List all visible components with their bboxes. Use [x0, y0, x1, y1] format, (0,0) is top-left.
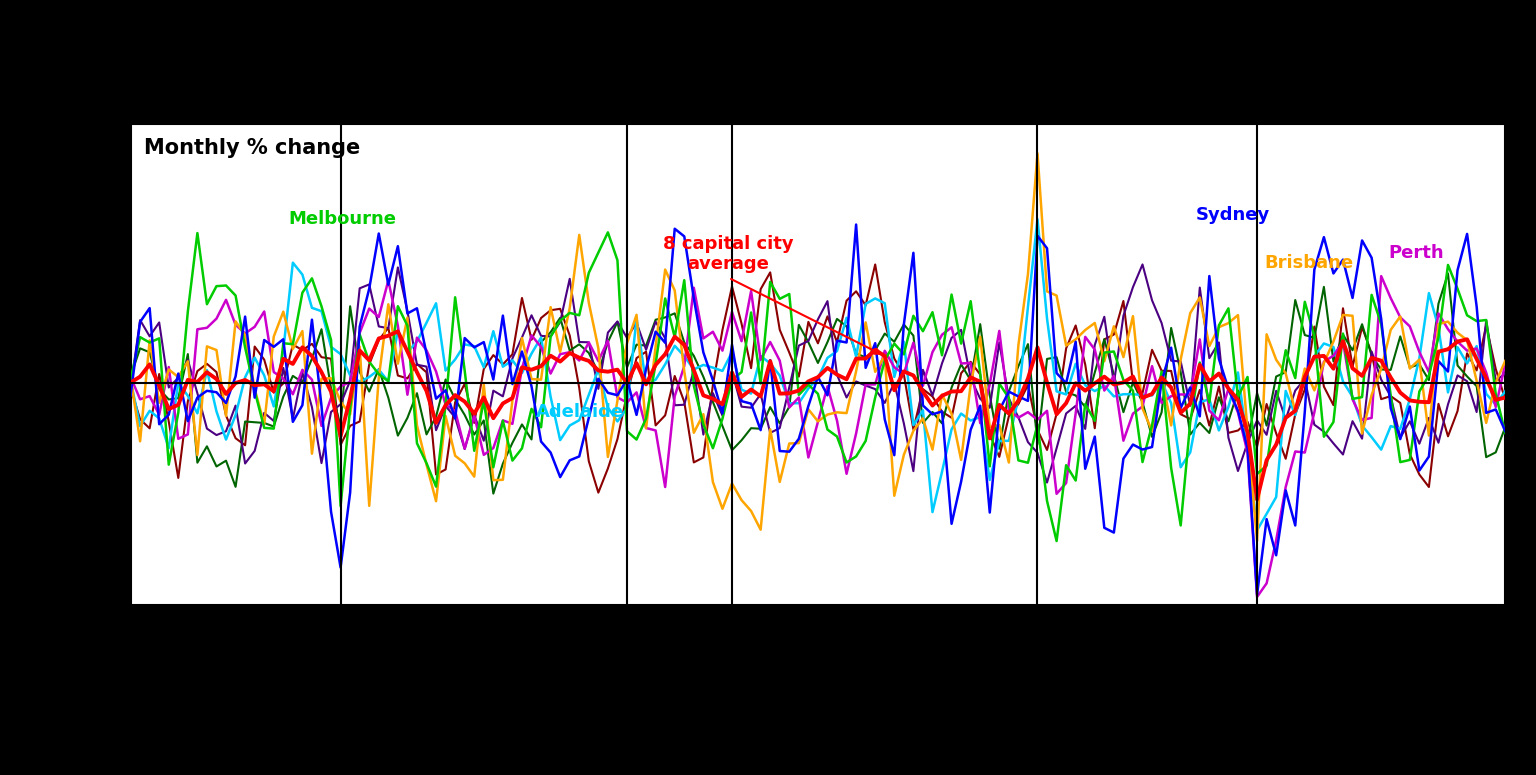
Text: Macro pru
tightening: Macro pru tightening — [687, 612, 777, 645]
Text: First rate
hike: First rate hike — [301, 612, 381, 645]
Text: Brisbane: Brisbane — [1264, 253, 1353, 272]
Text: Perth: Perth — [1389, 244, 1444, 262]
Text: Adelaide: Adelaide — [536, 403, 624, 421]
Text: Macro pru
tightening: Macro pru tightening — [582, 612, 671, 645]
Text: Sydney: Sydney — [1197, 205, 1270, 224]
Text: Melbourne: Melbourne — [289, 211, 396, 229]
Text: 8 capital city
average: 8 capital city average — [664, 235, 794, 274]
Text: National
lockdown: National lockdown — [1001, 88, 1074, 120]
Text: First rate hike: First rate hike — [1197, 612, 1318, 627]
Text: Monthly % change: Monthly % change — [144, 139, 361, 158]
